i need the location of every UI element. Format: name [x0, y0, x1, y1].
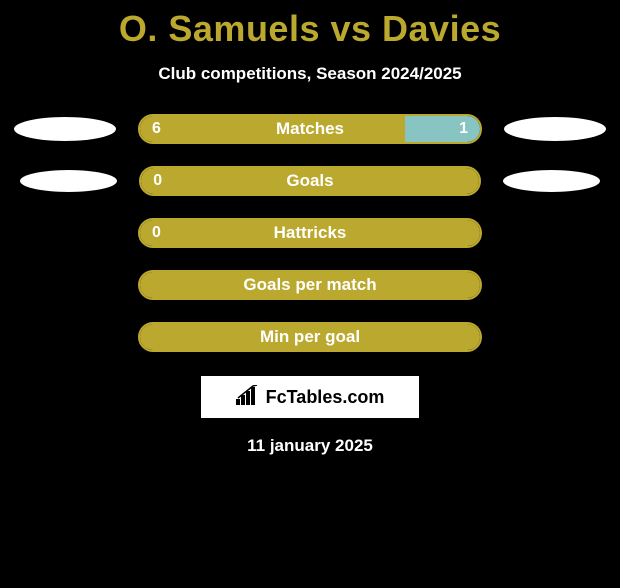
bar-label: Goals: [141, 168, 478, 194]
stat-bar: 0Goals: [139, 166, 480, 196]
stat-bar: 0Hattricks: [138, 218, 482, 248]
comparison-row: 61Matches: [0, 114, 620, 144]
comparison-title: O. Samuels vs Davies: [0, 8, 620, 50]
player-right-marker: [504, 117, 606, 141]
spacer: [14, 273, 116, 297]
spacer: [504, 325, 606, 349]
spacer: [504, 221, 606, 245]
spacer: [14, 221, 116, 245]
comparison-row: 0Hattricks: [0, 218, 620, 248]
comparison-subtitle: Club competitions, Season 2024/2025: [0, 64, 620, 84]
player-left-marker: [20, 170, 117, 192]
bar-label: Min per goal: [140, 324, 480, 350]
brand-label: FcTables.com: [266, 387, 385, 408]
player-left-marker: [14, 117, 116, 141]
comparison-row: Min per goal: [0, 322, 620, 352]
stat-bar: 61Matches: [138, 114, 482, 144]
bar-label: Matches: [140, 116, 480, 142]
brand-box: FcTables.com: [201, 376, 419, 418]
snapshot-date: 11 january 2025: [0, 436, 620, 456]
comparison-rows: 61Matches 0Goals 0Hattricks Goals per match…: [0, 114, 620, 352]
player-right-marker: [503, 170, 600, 192]
bar-label: Goals per match: [140, 272, 480, 298]
stat-bar: Goals per match: [138, 270, 482, 300]
stat-bar: Min per goal: [138, 322, 482, 352]
spacer: [504, 273, 606, 297]
comparison-row: Goals per match: [0, 270, 620, 300]
brand-chart-icon: [236, 385, 260, 410]
comparison-row: 0Goals: [0, 166, 620, 196]
bar-label: Hattricks: [140, 220, 480, 246]
spacer: [14, 325, 116, 349]
